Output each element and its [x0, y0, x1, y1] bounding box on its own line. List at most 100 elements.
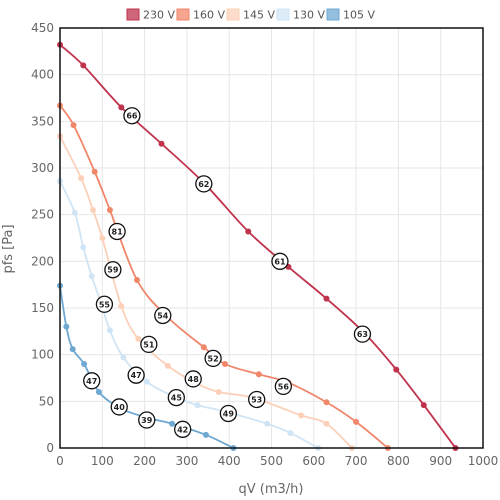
annotation-circle — [274, 377, 292, 396]
legend-item[interactable]: 145 V — [226, 8, 275, 22]
y-tick-label: 300 — [31, 161, 54, 175]
annotation-circle — [108, 222, 126, 241]
x-tick-label: 200 — [133, 454, 156, 468]
annotation-marker: 49 — [219, 404, 238, 423]
data-point-145v — [78, 175, 85, 182]
annotation-circle — [195, 175, 213, 193]
data-point-130v — [264, 420, 271, 427]
annotations: 66 62 61 63 81 54 52 56 59 51 48 53 55 47 45 49 47 40 39 42 — [83, 107, 372, 438]
legend-swatch — [176, 8, 190, 21]
data-point-230v — [420, 402, 427, 409]
annotation-circle — [138, 411, 156, 429]
x-tick-label: 900 — [429, 454, 452, 468]
annotation-label: 53 — [251, 395, 262, 404]
annotation-marker: 53 — [248, 390, 266, 409]
legend-label: 160 V — [193, 9, 225, 22]
data-point-130v — [88, 273, 95, 280]
legend-swatch — [276, 8, 290, 21]
data-point-145v — [323, 420, 330, 427]
legend[interactable]: 230 V 160 V 145 V 130 V 105 V — [126, 8, 375, 22]
y-tick-label: 50 — [39, 394, 54, 408]
data-point-160v — [106, 207, 113, 213]
annotation-circle — [271, 252, 289, 270]
legend-item[interactable]: 105 V — [326, 8, 375, 22]
annotation-marker: 52 — [204, 349, 222, 368]
data-point-160v — [91, 168, 98, 175]
data-point-105v — [69, 346, 76, 353]
x-tick-label: 800 — [387, 454, 410, 468]
annotation-marker: 42 — [174, 420, 192, 438]
data-point-105v — [169, 420, 176, 427]
annotation-label: 59 — [107, 266, 119, 275]
annotation-label: 49 — [223, 409, 235, 418]
annotation-circle — [154, 306, 172, 325]
annotation-label: 55 — [99, 300, 111, 309]
data-point-160v — [255, 371, 262, 378]
annotation-label: 45 — [171, 394, 183, 403]
plot-frame — [59, 27, 484, 449]
annotation-marker: 63 — [353, 325, 372, 343]
data-point-130v — [80, 244, 87, 251]
y-tick-label: 200 — [31, 254, 54, 268]
tick-labels: 0 100 200 300 400 500 600 700 800 900 1000 0 50 100 15… — [31, 21, 498, 468]
annotation-label: 47 — [131, 371, 142, 380]
x-axis-title: qV (m3/h) — [239, 482, 304, 497]
plot-border — [59, 27, 484, 449]
data-point-230v — [393, 366, 400, 373]
annotation-label: 39 — [141, 416, 153, 425]
x-tick-label: 1000 — [468, 454, 499, 468]
annotation-circle — [248, 390, 266, 409]
annotation-label: 61 — [274, 257, 286, 266]
y-tick-label: 150 — [31, 301, 54, 315]
y-axis-title: pfs [Pa] — [1, 224, 16, 273]
annotation-circle — [184, 370, 202, 388]
data-point-130v — [106, 327, 113, 334]
annotation-circle — [123, 107, 141, 125]
legend-item[interactable]: 130 V — [276, 8, 325, 22]
annotation-marker: 39 — [138, 411, 156, 429]
y-tick-label: 400 — [31, 68, 54, 82]
data-point-145v — [164, 362, 171, 369]
x-tick-label: 700 — [345, 454, 368, 468]
y-tick-label: 350 — [31, 114, 54, 128]
data-point-130v — [120, 354, 127, 361]
legend-item[interactable]: 230 V — [126, 8, 175, 22]
annotation-label: 81 — [112, 227, 124, 236]
y-tick-label: 250 — [31, 208, 54, 222]
annotation-circle — [353, 325, 372, 343]
annotation-marker: 54 — [154, 306, 172, 325]
data-point-145v — [89, 207, 96, 213]
annotation-marker: 45 — [167, 388, 185, 407]
annotation-label: 40 — [114, 403, 126, 412]
annotation-marker: 47 — [127, 366, 145, 384]
data-point-230v — [80, 62, 87, 69]
data-point-160v — [221, 361, 228, 367]
annotation-marker: 56 — [274, 377, 292, 396]
annotation-circle — [140, 335, 158, 354]
annotation-marker: 51 — [140, 335, 158, 354]
annotation-marker: 59 — [104, 261, 122, 279]
x-tick-label: 0 — [56, 454, 64, 468]
data-point-160v — [353, 418, 360, 425]
legend-label: 145 V — [243, 9, 275, 22]
data-point-160v — [323, 399, 330, 406]
annotation-circle — [219, 404, 238, 423]
data-point-230v — [245, 228, 252, 235]
annotation-label: 52 — [208, 354, 219, 363]
annotation-label: 63 — [357, 330, 368, 339]
data-point-130v — [287, 430, 294, 437]
annotation-marker: 66 — [123, 107, 141, 125]
data-point-160v — [200, 344, 207, 351]
data-point-230v — [118, 104, 125, 111]
annotation-circle — [95, 295, 114, 313]
legend-item[interactable]: 160 V — [176, 8, 225, 22]
annotation-circle — [104, 261, 122, 279]
annotation-label: 47 — [86, 377, 97, 386]
annotation-circle — [83, 372, 101, 390]
data-point-230v — [158, 140, 165, 147]
data-point-230v — [323, 295, 330, 302]
legend-swatch — [326, 8, 340, 21]
annotation-label: 54 — [157, 311, 169, 320]
annotation-circle — [167, 388, 185, 407]
annotation-label: 42 — [177, 425, 188, 434]
